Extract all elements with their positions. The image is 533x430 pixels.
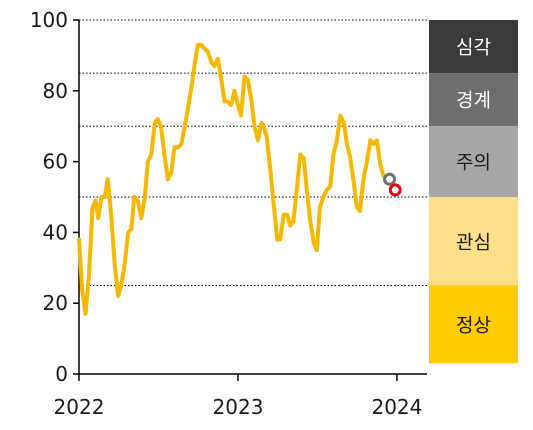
zone-block	[429, 126, 518, 197]
x-tick-label: 2022	[54, 395, 105, 419]
series-layer	[77, 42, 389, 316]
y-tick-label: 20	[43, 291, 68, 315]
y-tick-label: 80	[43, 79, 68, 103]
y-tick-label: 0	[55, 362, 68, 386]
marker-layer	[383, 172, 402, 197]
zone-label: 정상	[456, 314, 491, 336]
previous-value-marker	[383, 172, 397, 186]
zone-block	[429, 285, 518, 364]
axes: 0 20 40 60 80 100 2022 2023 2024	[30, 8, 427, 419]
zone-block	[429, 20, 518, 74]
y-tick-label: 40	[43, 220, 68, 244]
latest-value-marker	[388, 183, 402, 197]
zone-block	[429, 197, 518, 286]
x-tick-label: 2024	[371, 395, 422, 419]
zone-label: 관심	[456, 231, 491, 253]
grid-layer	[79, 19, 427, 286]
zone-label: 심각	[456, 37, 491, 59]
zone-label: 주의	[456, 152, 491, 174]
zone-label: 경계	[456, 90, 491, 112]
zone-block	[429, 73, 518, 127]
y-tick-label: 60	[43, 150, 68, 174]
x-tick-label: 2023	[213, 395, 264, 419]
series-line	[77, 42, 389, 316]
y-tick-label: 100	[30, 8, 68, 32]
